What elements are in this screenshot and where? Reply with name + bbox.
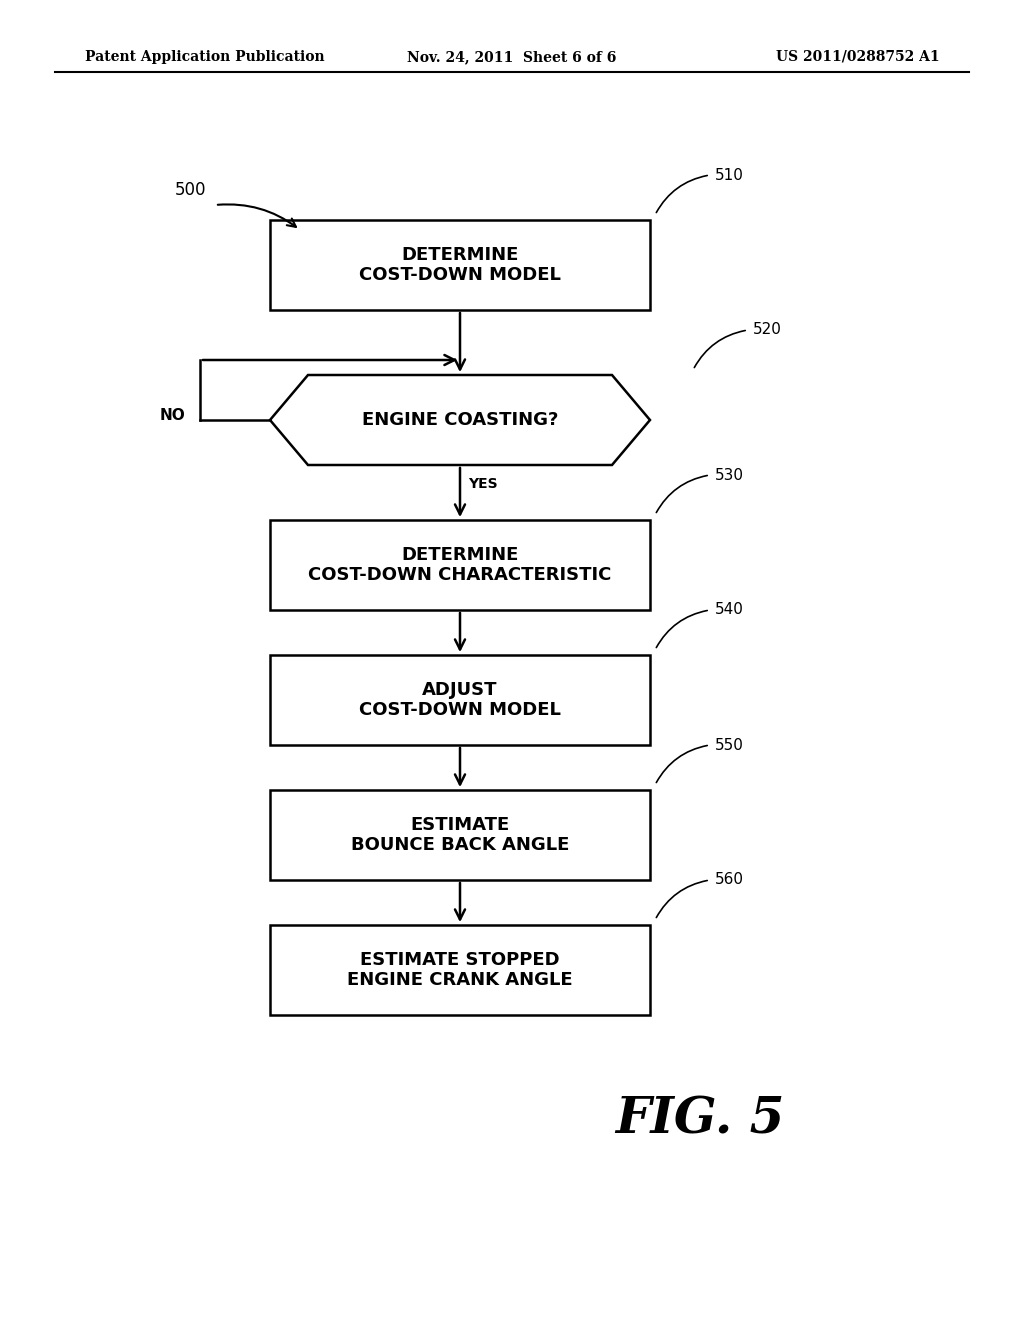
Bar [270,925,650,1015]
Bar [270,789,650,880]
Text: 520: 520 [753,322,782,338]
Bar [270,655,650,744]
Text: Nov. 24, 2011  Sheet 6 of 6: Nov. 24, 2011 Sheet 6 of 6 [408,50,616,63]
Bar [270,520,650,610]
Text: US 2011/0288752 A1: US 2011/0288752 A1 [776,50,940,63]
Text: 500: 500 [175,181,207,199]
Text: ESTIMATE STOPPED
ENGINE CRANK ANGLE: ESTIMATE STOPPED ENGINE CRANK ANGLE [347,950,572,990]
Text: FIG. 5: FIG. 5 [615,1096,784,1144]
Text: ADJUST
COST-DOWN MODEL: ADJUST COST-DOWN MODEL [359,681,561,719]
Text: ENGINE COASTING?: ENGINE COASTING? [361,411,558,429]
Text: 530: 530 [715,467,744,483]
Text: 540: 540 [715,602,743,618]
Text: 550: 550 [715,738,743,752]
Text: NO: NO [160,408,185,422]
Text: DETERMINE
COST-DOWN CHARACTERISTIC: DETERMINE COST-DOWN CHARACTERISTIC [308,545,611,585]
Text: 510: 510 [715,168,743,182]
Text: Patent Application Publication: Patent Application Publication [85,50,325,63]
Text: DETERMINE
COST-DOWN MODEL: DETERMINE COST-DOWN MODEL [359,246,561,284]
Bar [270,220,650,310]
Text: YES: YES [468,478,498,491]
Text: 560: 560 [715,873,744,887]
Text: ESTIMATE
BOUNCE BACK ANGLE: ESTIMATE BOUNCE BACK ANGLE [351,816,569,854]
